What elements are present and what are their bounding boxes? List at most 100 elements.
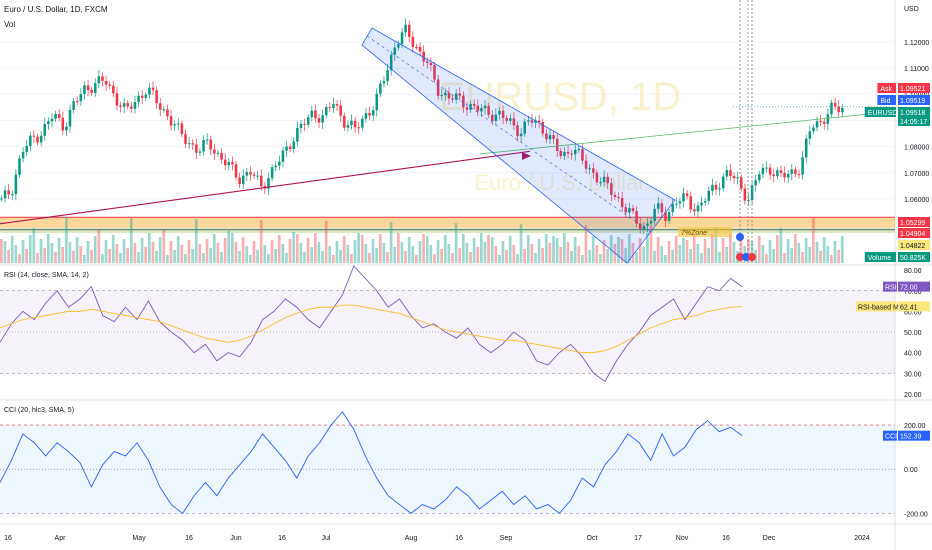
price-tag-value: 1.04904 — [900, 231, 925, 238]
candle-body — [314, 110, 317, 119]
candle-body — [158, 103, 162, 110]
candle-body — [231, 162, 234, 165]
price-tag-box — [898, 83, 930, 93]
cci-tag-box — [898, 430, 930, 441]
volume-bar — [151, 242, 155, 263]
volume-bar — [292, 232, 296, 263]
volume-bar — [476, 247, 480, 263]
candle-body — [693, 209, 696, 212]
volume-bar — [826, 246, 830, 263]
volume-bar — [461, 234, 465, 263]
cci-tick-label: 200.00 — [904, 423, 926, 430]
candle-body — [444, 92, 447, 96]
candle-body — [584, 160, 588, 169]
volume-bar — [588, 250, 591, 263]
candle-body — [552, 135, 555, 139]
volume-bar — [36, 253, 39, 263]
volume-bar — [707, 248, 711, 263]
volume-bar — [18, 254, 21, 263]
volume-bar — [454, 223, 458, 263]
volume-bar — [725, 247, 729, 263]
candle-body — [653, 208, 656, 222]
candle-body — [220, 152, 223, 160]
volume-bar — [173, 250, 176, 263]
candle-body — [270, 167, 274, 179]
candle-body — [667, 212, 671, 221]
candle-body — [819, 121, 822, 123]
volume-bar — [418, 241, 422, 263]
candle-body — [523, 121, 526, 134]
volume-bar — [649, 226, 653, 263]
candle-body — [776, 170, 779, 177]
volume-bar — [793, 234, 797, 263]
volume-bar — [328, 246, 332, 263]
rsi-tick-label: 50.00 — [904, 330, 922, 337]
volume-bar — [469, 252, 472, 263]
volume-bar — [757, 236, 761, 263]
rsi-tag-box — [898, 281, 930, 292]
volume-bar — [425, 236, 429, 263]
volume-bar — [252, 241, 256, 263]
volume-bar — [465, 243, 469, 263]
volume-bar — [234, 242, 238, 263]
candle-body — [465, 107, 469, 110]
volume-bar — [119, 253, 122, 263]
volume-bar — [371, 239, 375, 263]
rsi-title: RSI (14, close, SMA, 14, 2) — [4, 272, 89, 279]
volume-bar — [306, 238, 310, 263]
volume-bar — [660, 246, 664, 263]
candle-body — [321, 115, 324, 123]
candle-body — [707, 190, 711, 201]
volume-bar — [635, 252, 638, 263]
cci-title: CCI (20, hlc3, SMA, 5) — [4, 407, 75, 414]
volume-bar — [728, 233, 732, 263]
volume-bar — [166, 255, 169, 263]
volume-bar — [645, 233, 649, 263]
candle-body — [841, 107, 844, 113]
support-zone-band — [0, 217, 895, 228]
candle-body — [245, 172, 249, 176]
volume-bar — [617, 237, 620, 263]
x-tick-label: Apr — [55, 535, 67, 542]
volume-bar — [407, 237, 411, 263]
candle-body — [573, 149, 577, 155]
volume-bar — [422, 234, 425, 263]
candle-body — [393, 47, 397, 55]
candle-body — [357, 127, 360, 129]
candle-body — [61, 117, 65, 131]
candle-body — [234, 164, 238, 178]
volume-bar — [609, 235, 613, 263]
candle-body — [97, 76, 101, 84]
candle-body — [656, 203, 660, 209]
volume-bar — [440, 249, 443, 263]
candle-body — [379, 83, 382, 94]
candle-body — [487, 105, 490, 115]
volume-bar — [241, 237, 245, 263]
volume-bar — [39, 239, 43, 263]
candle-body — [509, 118, 512, 121]
candle-body — [418, 46, 422, 52]
descending-channel — [361, 27, 676, 264]
candle-body — [47, 121, 50, 125]
volume-bar — [544, 234, 548, 263]
candle-body — [660, 203, 664, 213]
candle-body — [458, 93, 462, 96]
candle-body — [786, 173, 790, 178]
candle-body — [411, 36, 415, 47]
volume-bar — [627, 234, 631, 263]
volume-bar — [137, 252, 140, 263]
event-icon-flag — [748, 253, 756, 261]
price-tick-label: 1.06000 — [904, 197, 929, 204]
candle-body — [389, 54, 393, 71]
x-tick-label: Jun — [230, 535, 241, 542]
volume-bar — [642, 247, 646, 263]
candle-body — [765, 167, 768, 169]
volume-bar — [664, 255, 667, 263]
candle-body — [436, 79, 440, 96]
volume-bar — [310, 247, 314, 263]
candle-body — [144, 94, 148, 98]
volume-bar — [140, 238, 144, 263]
volume-bar — [389, 222, 393, 263]
